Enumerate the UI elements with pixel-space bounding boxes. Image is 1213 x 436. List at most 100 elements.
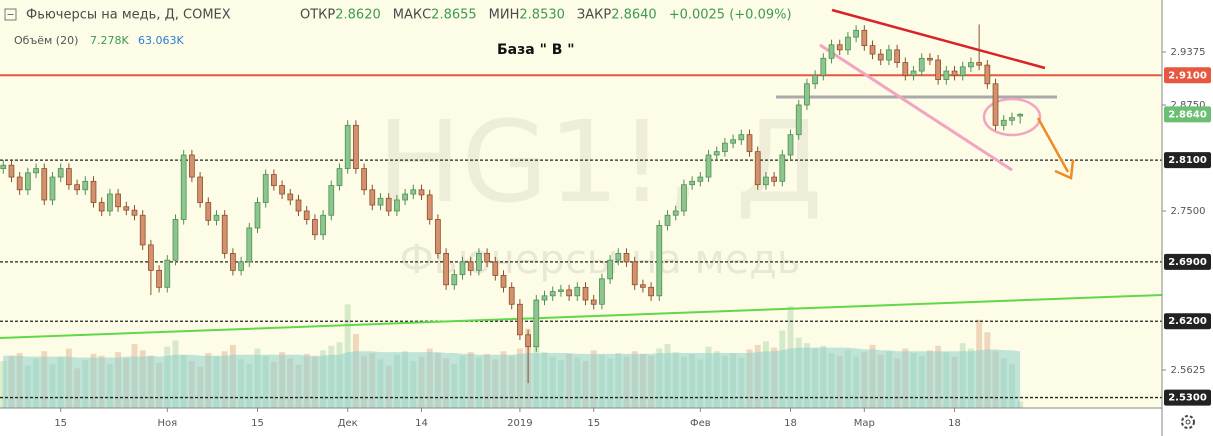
candle-body xyxy=(984,64,991,85)
y-tick-label: 2.7500 xyxy=(1171,206,1206,217)
candle-body xyxy=(648,286,654,297)
gear-icon[interactable] xyxy=(1181,415,1195,429)
candle-body xyxy=(213,214,220,221)
candle-body xyxy=(369,189,376,206)
candle-body xyxy=(894,49,900,63)
candle-body xyxy=(500,275,507,288)
candle-body xyxy=(287,193,294,201)
change: +0.0025 (+0.09%) xyxy=(669,8,792,23)
candle-body xyxy=(902,62,909,76)
candle-body xyxy=(74,184,80,191)
candle-body xyxy=(812,74,818,85)
candle-body xyxy=(8,164,15,178)
candle-body xyxy=(746,134,753,153)
candle-body xyxy=(607,259,613,280)
candle-body xyxy=(139,214,146,246)
candle-body xyxy=(385,197,392,212)
candle-body xyxy=(549,291,556,297)
candle-body xyxy=(320,214,326,236)
x-tick-label: Ноя xyxy=(157,418,177,429)
x-tick-label: 15 xyxy=(251,418,264,429)
candle-body xyxy=(180,154,187,220)
candle-body xyxy=(508,286,515,305)
candle-body xyxy=(1000,119,1007,126)
annotation: База " В " xyxy=(497,42,575,58)
candle-body xyxy=(861,29,868,47)
candle-body xyxy=(402,193,408,201)
candle-body xyxy=(992,83,999,126)
candle-body xyxy=(435,219,441,254)
ohlc-label: ЗАКР xyxy=(577,8,611,23)
candle-body xyxy=(968,62,974,68)
watermark-subtitle: Фьючерсы на медь xyxy=(400,237,801,283)
gear-center xyxy=(1185,419,1191,425)
candle-body xyxy=(869,45,876,55)
candle-body xyxy=(254,202,261,229)
axes: 2.5625 2.7500 2.8750 2.9375 15 Ноя 15 Дек 14 2019… xyxy=(54,47,1211,429)
candle-body xyxy=(599,278,605,305)
ohlc-value: 2.8655 xyxy=(431,8,477,23)
x-tick-label: Мар xyxy=(854,418,875,429)
ohlc-label: МАКС xyxy=(393,8,431,23)
candle-body xyxy=(804,83,810,106)
candle-body xyxy=(590,299,597,305)
level-label: 2.9100 xyxy=(1168,70,1207,81)
candle-body xyxy=(845,36,851,51)
candle-body xyxy=(976,62,982,66)
arrow-shaft xyxy=(1036,117,1070,173)
settings-button[interactable] xyxy=(1181,415,1195,429)
candle-body xyxy=(476,252,482,271)
y-tick-label: 2.9375 xyxy=(1171,47,1206,58)
volume-bar xyxy=(0,361,7,408)
candle-body xyxy=(25,172,31,191)
candle-body xyxy=(467,261,474,271)
candle-body xyxy=(927,57,933,61)
candle-body xyxy=(246,227,253,263)
candle-body xyxy=(640,284,646,288)
candle-body xyxy=(681,184,687,212)
ohlc-value: 2.8620 xyxy=(335,8,381,23)
candle-body xyxy=(377,197,384,206)
level-label-box xyxy=(1164,253,1211,270)
candle-body xyxy=(689,180,695,186)
candle-body xyxy=(820,57,827,76)
chart-title: Фьючерсы на медь, Д, COMEX xyxy=(26,8,231,23)
candle-body xyxy=(582,286,589,301)
candle-body xyxy=(57,168,64,178)
x-tick-label: Дек xyxy=(338,418,358,429)
highlight-ellipse xyxy=(982,97,1042,137)
trend-line xyxy=(0,294,1163,339)
candle-body xyxy=(877,53,884,61)
candle-body xyxy=(779,154,786,182)
ohlc-value: 2.8530 xyxy=(519,8,565,23)
candle-body xyxy=(205,202,212,221)
collapse-icon[interactable] xyxy=(4,8,17,21)
legend: Фьючерсы на медь, Д, COMEX ОТКР 2.8620 МАК… xyxy=(4,8,792,47)
candle-body xyxy=(262,174,269,203)
candle-body xyxy=(672,210,679,216)
candle-body xyxy=(697,176,704,182)
candle-body xyxy=(16,176,23,191)
candle-body xyxy=(361,168,367,191)
x-tick-label: 18 xyxy=(784,418,797,429)
level-label-box xyxy=(1164,389,1211,406)
level-label: 2.6900 xyxy=(1168,257,1207,268)
candle-body xyxy=(336,168,343,186)
y-tick-label: 2.5625 xyxy=(1171,365,1206,376)
ohlc-label: МИН xyxy=(489,8,520,23)
ohlc-legend: ОТКР 2.8620 МАКС 2.8655 МИН 2.8530 ЗАКР 2.8640 xyxy=(300,8,657,23)
candle-body xyxy=(303,210,310,220)
candle-body xyxy=(172,219,179,261)
volume-pane xyxy=(0,304,1024,408)
candle-body xyxy=(443,252,449,286)
plot-background xyxy=(0,0,1162,408)
candle-body xyxy=(484,252,490,263)
ohlc-value: 2.8640 xyxy=(611,8,657,23)
candle-body xyxy=(787,134,794,156)
resistance-line xyxy=(831,8,1046,70)
candle-body xyxy=(410,189,417,195)
candle-body xyxy=(344,124,351,169)
candle-body xyxy=(238,261,244,271)
candle-body xyxy=(918,57,925,72)
